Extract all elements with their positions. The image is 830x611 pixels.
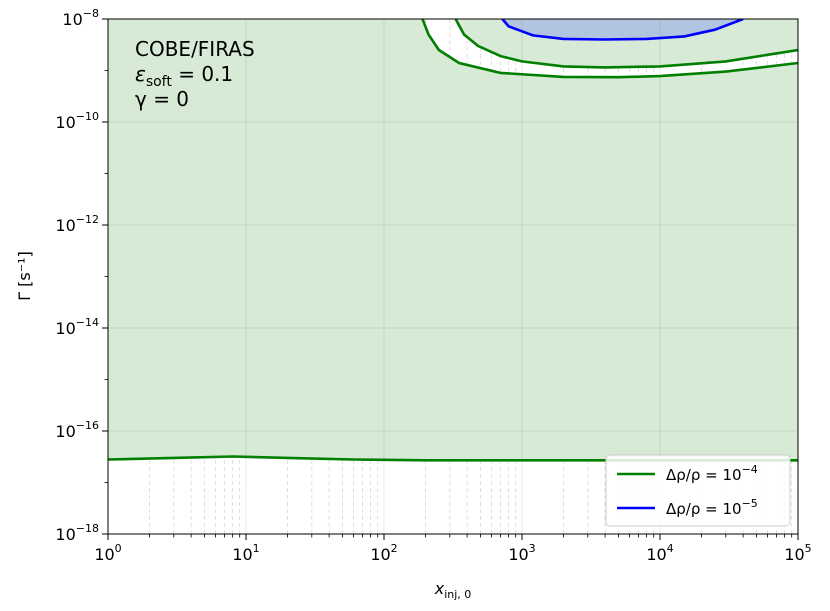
y-tick-label: 10−12 [55,213,99,235]
green-excluded-region [108,19,798,461]
y-tick-label: 10−18 [55,522,99,544]
legend-label-blue-exp: −5 [742,497,758,510]
annotation-text: COBE/FIRAS εsoft = 0.1 γ = 0 [135,37,255,111]
annotation-gamma: γ = 0 [135,87,189,111]
x-axis-label-main: x [434,579,445,598]
epsilon-subscript: soft [146,74,173,90]
blue-contour-line [501,19,744,41]
x-axis-label-sub: inj, 0 [444,588,471,601]
major-grid [108,19,798,534]
y-tick-label: 10−10 [55,110,99,132]
y-tick-label: 10−16 [55,419,99,441]
x-tick-label: 102 [370,542,397,564]
x-axis: 100 101 102 103 104 105 [94,534,812,564]
x-tick-label: 104 [646,542,673,564]
annotation-instrument: COBE/FIRAS [135,37,255,61]
y-tick-label: 10−8 [62,7,99,29]
legend-label-blue-base: Δρ/ρ = 10 [666,500,742,518]
x-tick-label: 105 [784,542,811,564]
green-upper-outer-contour-line [421,19,798,79]
x-tick-label: 103 [508,542,535,564]
x-tick-label: 100 [94,542,121,564]
y-axis: 10−18 10−16 10−14 10−12 10−10 10−8 [55,7,108,544]
legend: Δρ/ρ = 10−4 Δρ/ρ = 10−5 [605,454,791,527]
y-axis-label: Γ [s⁻¹] [15,251,34,301]
y-tick-label: 10−14 [55,316,99,338]
legend-label-green-exp: −4 [742,463,758,476]
plot-area [108,19,798,534]
legend-label-blue: Δρ/ρ = 10−5 [666,497,758,518]
x-tick-label: 101 [232,542,259,564]
green-upper-inner-contour-line [454,19,798,69]
annotation-epsilon: εsoft = 0.1 [135,62,233,90]
legend-label-green-base: Δρ/ρ = 10 [666,466,742,484]
legend-label-green: Δρ/ρ = 10−4 [666,463,758,484]
epsilon-value: = 0.1 [172,62,233,86]
x-axis-label: xinj, 0 [434,579,472,601]
blue-excluded-region [502,19,744,40]
epsilon-symbol: ε [135,62,146,86]
